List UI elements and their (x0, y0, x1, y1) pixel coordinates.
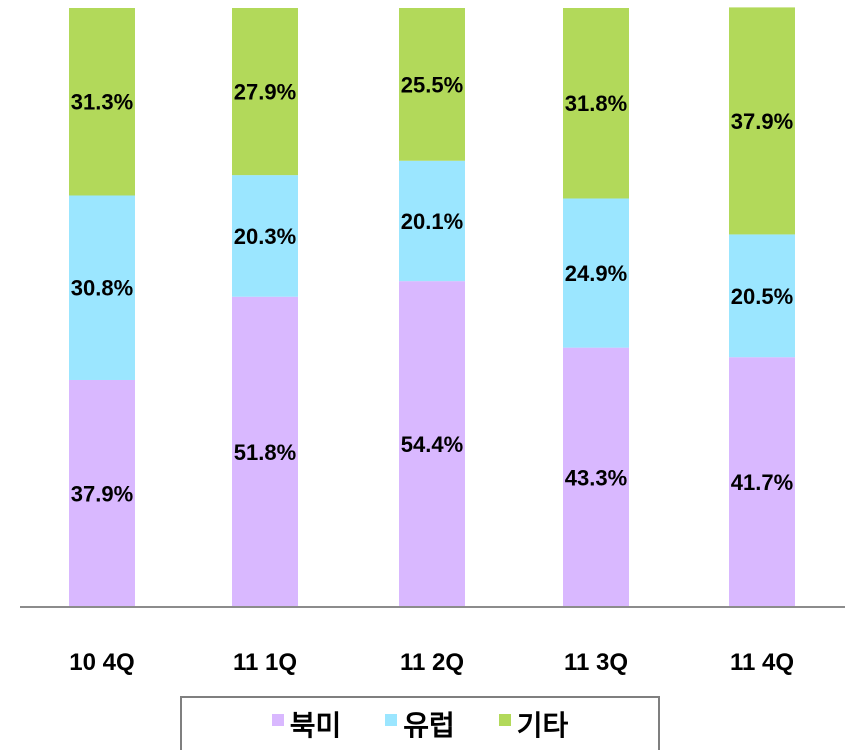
data-label-north-america: 51.8% (234, 440, 296, 465)
data-label-north-america: 41.7% (731, 470, 793, 495)
bar-segment-other (563, 8, 629, 199)
x-tick-label: 11 3Q (564, 649, 628, 676)
x-tick-label: 11 1Q (233, 649, 297, 676)
data-label-north-america: 37.9% (71, 481, 133, 506)
bar-segment-other (232, 8, 298, 176)
bar-segment-north-america (563, 347, 629, 607)
legend-item-other: 기타 (498, 704, 569, 744)
bar-segment-other (399, 8, 465, 161)
bar-segment-europe (69, 195, 135, 380)
bar-segment-north-america (399, 281, 465, 607)
legend-swatch-north-america (271, 714, 284, 726)
bar-segment-europe (399, 160, 465, 282)
data-label-europe: 24.9% (565, 261, 627, 286)
data-label-europe: 20.3% (234, 224, 296, 249)
x-tick-label: 10 4Q (69, 649, 134, 676)
data-label-europe: 30.8% (71, 276, 133, 301)
legend: 북미 유럽 기타 (180, 696, 660, 750)
data-labels-layer: 37.9% 30.8% 31.3% 51.8% 20.3% 27.9% 54.4% 20.1%… (71, 72, 793, 506)
legend-item-europe: 유럽 (385, 704, 455, 744)
bar-segment-north-america (69, 379, 135, 607)
data-label-north-america: 43.3% (565, 465, 627, 490)
legend-label-other: 기타 (516, 709, 569, 742)
bar-segment-north-america (232, 296, 298, 607)
bar-segment-europe (729, 234, 795, 358)
legend-swatch-other (498, 714, 511, 726)
category-labels-layer: 10 4Q 11 1Q 11 2Q 11 3Q 11 4Q (69, 649, 794, 676)
bar-segment-europe (563, 198, 629, 348)
legend-item-north-america: 북미 (271, 704, 342, 744)
bar-segment-other (69, 8, 135, 196)
x-tick-label: 11 2Q (400, 649, 464, 676)
data-label-other: 31.3% (71, 90, 133, 115)
bars-layer (69, 7, 795, 607)
data-label-europe: 20.5% (731, 284, 793, 309)
x-tick-label: 11 4Q (730, 649, 794, 676)
bar-segment-north-america (729, 357, 795, 607)
data-label-other: 37.9% (731, 109, 793, 134)
legend-label-north-america: 북미 (289, 709, 342, 742)
legend-swatch-europe (385, 714, 398, 726)
data-label-other: 31.8% (565, 91, 627, 116)
data-label-other: 25.5% (401, 72, 463, 97)
data-label-other: 27.9% (234, 80, 296, 105)
data-label-north-america: 54.4% (401, 432, 463, 457)
bar-segment-europe (232, 175, 298, 297)
legend-label-europe: 유럽 (403, 709, 455, 742)
bar-segment-other (729, 7, 795, 235)
data-label-europe: 20.1% (401, 209, 463, 234)
